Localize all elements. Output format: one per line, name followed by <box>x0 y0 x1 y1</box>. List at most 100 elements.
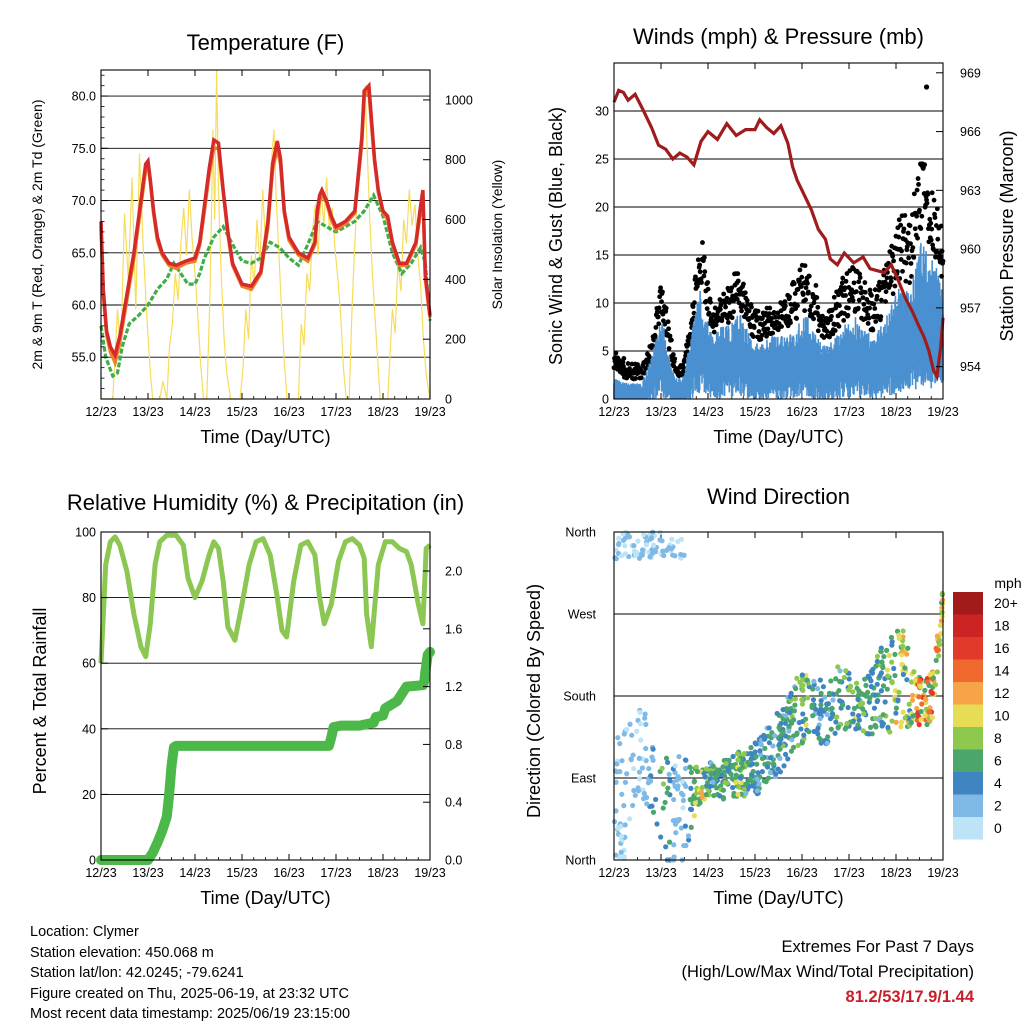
winds-xtick-label: 16/23 <box>786 405 817 419</box>
direction-point <box>683 783 689 790</box>
colorbar-label: 14 <box>994 663 1010 679</box>
direction-point <box>869 670 876 676</box>
winds-plot-border <box>613 62 944 400</box>
gust-point <box>924 200 930 206</box>
gust-point <box>620 359 626 365</box>
gust-point <box>839 280 845 286</box>
direction-point <box>805 695 811 701</box>
gust-point <box>912 226 918 232</box>
gust-point <box>806 273 812 279</box>
gust-point <box>666 346 672 351</box>
gust-point <box>830 331 836 337</box>
gust-point <box>621 356 627 361</box>
direction-point <box>936 637 943 643</box>
direction-point <box>703 766 710 772</box>
winds-ytick-label: 25 <box>595 153 609 167</box>
direction-point <box>618 833 625 839</box>
gust-point <box>659 299 664 305</box>
direction-xtick-label: 15/23 <box>739 866 770 880</box>
direction-point <box>835 724 841 730</box>
gust-point <box>846 297 852 303</box>
direction-point <box>853 680 860 686</box>
direction-point <box>866 731 872 737</box>
direction-point <box>775 766 781 772</box>
direction-point <box>748 756 754 762</box>
gust-point <box>807 307 813 313</box>
direction-point <box>889 659 895 665</box>
direction-point <box>834 714 840 720</box>
direction-panel: 12/23 13/23 14/23 15/23 16/23 17/23 18/23 19/23… <box>524 484 1022 908</box>
gust-point <box>827 334 832 340</box>
direction-point <box>613 808 619 814</box>
colorbar-label: 2 <box>994 798 1002 814</box>
colorbar-swatch <box>953 794 983 817</box>
direction-point <box>628 757 634 763</box>
gust-point <box>847 268 853 274</box>
direction-point <box>794 730 800 736</box>
direction-point <box>841 674 847 681</box>
gust-point <box>887 282 893 288</box>
colorbar-label: 12 <box>994 685 1010 701</box>
direction-point <box>667 778 673 784</box>
colorbar-swatch <box>953 817 983 840</box>
direction-point <box>672 553 678 559</box>
direction-point <box>704 779 711 786</box>
direction-ytick-label: North <box>565 526 596 540</box>
direction-point <box>902 715 908 721</box>
extremes-title: Extremes For Past 7 Days <box>781 938 974 956</box>
gust-point <box>663 305 669 311</box>
direction-point <box>753 754 759 760</box>
gust-point <box>767 305 773 311</box>
direction-point <box>825 734 831 740</box>
winds-xtick-label: 18/23 <box>880 405 911 419</box>
gust-point <box>927 216 933 222</box>
winds-ylabel: Sonic Wind & Gust (Blue, Black) <box>546 107 566 365</box>
colorbar-swatch <box>953 592 983 615</box>
gust-point <box>671 363 677 369</box>
colorbar-swatch <box>953 772 983 795</box>
direction-point <box>632 792 638 798</box>
direction-ytick-label: South <box>563 690 596 704</box>
winds-ytick-label: 30 <box>595 105 609 119</box>
gust-point <box>731 309 736 315</box>
direction-point <box>682 765 689 772</box>
direction-point <box>621 803 627 809</box>
winds-xtick-label: 19/23 <box>927 405 958 419</box>
gust-point <box>932 215 938 221</box>
direction-point <box>823 706 829 712</box>
temperature-panel: 12/23 13/23 14/23 15/23 16/23 17/23 18/23 19/23… <box>29 30 505 447</box>
gust-point <box>814 295 820 300</box>
direction-point <box>933 657 939 663</box>
humidity-xtick-label: 14/23 <box>179 866 210 880</box>
gust-point <box>862 289 868 295</box>
direction-point <box>620 531 626 537</box>
direction-point <box>816 710 823 717</box>
winds-xtick-label: 14/23 <box>692 405 723 419</box>
gust-point <box>902 213 908 218</box>
gust-point <box>862 280 868 285</box>
direction-point <box>934 648 940 654</box>
direction-point <box>824 711 830 718</box>
direction-point <box>723 761 729 767</box>
gust-point <box>872 287 878 293</box>
direction-point <box>643 745 649 752</box>
extremes-block: Extremes For Past 7 Days (High/Low/Max W… <box>681 935 974 1010</box>
direction-point <box>624 726 630 733</box>
direction-point <box>926 709 932 715</box>
gust-point <box>905 230 911 236</box>
gust-point <box>749 304 754 310</box>
direction-point <box>759 755 766 762</box>
humidity-xtick-label: 18/23 <box>367 866 398 880</box>
gust-point <box>935 236 941 242</box>
humidity-line <box>98 532 432 664</box>
direction-point <box>665 785 671 791</box>
direction-point <box>792 696 798 702</box>
direction-point <box>672 763 678 769</box>
dewpoint-line <box>99 191 432 379</box>
direction-point <box>927 671 933 678</box>
gust-point <box>857 275 863 281</box>
humidity-y2tick-label: 2.0 <box>445 565 462 579</box>
direction-point <box>671 796 677 803</box>
gust-point <box>739 308 744 314</box>
gust-point <box>874 293 880 299</box>
